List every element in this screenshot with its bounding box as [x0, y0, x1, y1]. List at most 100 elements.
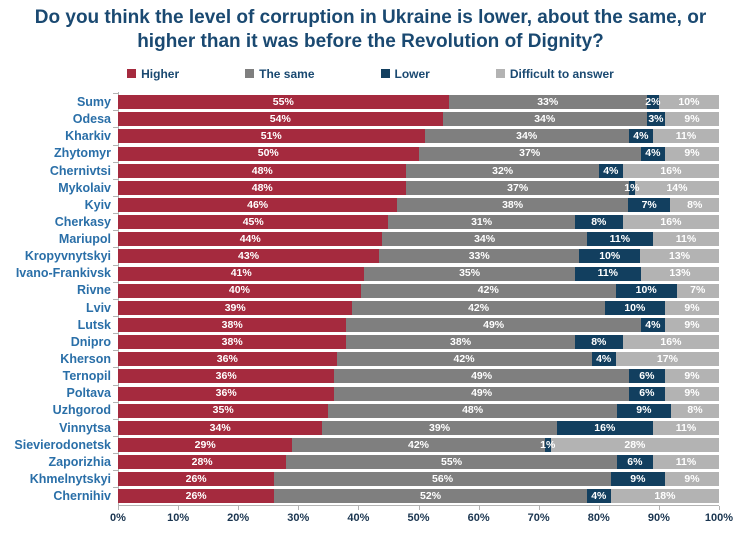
y-axis-line — [118, 91, 119, 505]
segment-value-label: 9% — [636, 404, 652, 417]
segment-value-label: 9% — [684, 473, 700, 486]
segment-value-label: 50% — [257, 147, 279, 160]
segment-value-label: 11% — [675, 130, 697, 143]
bar-segment: 9% — [664, 472, 720, 487]
bar-segment: 33% — [448, 95, 647, 110]
bar-segment: 28% — [118, 455, 287, 470]
bar-row: Chernivtsi 48% 32% 4% 16% — [0, 161, 741, 179]
bar-segment: 11% — [586, 232, 653, 247]
bar-segment: 33% — [379, 249, 580, 264]
tick-label: 10% — [167, 512, 190, 524]
bar-segment: 7% — [676, 283, 719, 298]
bar-segment: 4% — [586, 489, 611, 504]
segment-value-label: 42% — [468, 301, 490, 314]
bar-track: 41% 35% 11% 13% — [113, 264, 719, 281]
segment-value-label: 40% — [228, 284, 250, 297]
bar-segment: 4% — [628, 129, 653, 144]
bar-segment: 42% — [360, 283, 616, 298]
tick-label: 100% — [704, 512, 734, 524]
bar-segment: 52% — [274, 489, 587, 504]
bar-row: Kherson 36% 42% 4% 17% — [0, 350, 741, 368]
segment-value-label: 3% — [648, 113, 664, 126]
segment-value-label: 9% — [684, 301, 700, 314]
segment-value-label: 42% — [453, 353, 475, 366]
tick-mark — [178, 506, 180, 510]
bar-segment: 49% — [334, 386, 629, 401]
category-label: Rivne — [76, 283, 111, 298]
bar-segment: 32% — [406, 163, 599, 178]
bar-segment: 10% — [658, 95, 719, 110]
segment-value-label: 36% — [215, 387, 237, 400]
segment-value-label: 39% — [224, 301, 246, 314]
category-label: Odesa — [72, 112, 111, 127]
category-label: Uzhgorod — [52, 403, 111, 418]
bar-segment: 35% — [364, 266, 575, 281]
tick-mark — [658, 506, 660, 510]
bar-segment: 13% — [640, 249, 719, 264]
tick-mark — [298, 506, 300, 510]
bar-track: 48% 32% 4% 16% — [113, 161, 719, 178]
bar-segment: 11% — [652, 420, 719, 435]
legend-item: Lower — [380, 67, 430, 81]
bar-segment: 48% — [328, 403, 617, 418]
segment-value-label: 39% — [429, 421, 451, 434]
segment-value-label: 9% — [684, 113, 700, 126]
bar-segment: 55% — [118, 95, 449, 110]
segment-value-label: 43% — [238, 250, 260, 263]
bar-segment: 48% — [118, 163, 407, 178]
tick-mark — [118, 506, 119, 510]
bar-segment: 9% — [664, 318, 719, 333]
bar-segment: 16% — [556, 420, 653, 435]
bar-row: Kyiv 46% 38% 7% 8% — [0, 196, 741, 213]
bar-track: 35% 48% 9% 8% — [113, 401, 719, 418]
bar-segment: 8% — [670, 198, 719, 213]
legend-label: Difficult to answer — [509, 66, 614, 81]
legend-item: Difficult to answer — [495, 66, 614, 81]
segment-value-label: 48% — [251, 164, 273, 177]
segment-value-label: 18% — [654, 490, 676, 503]
segment-value-label: 34% — [474, 233, 496, 246]
segment-value-label: 33% — [468, 250, 490, 263]
segment-value-label: 29% — [194, 438, 216, 451]
segment-value-label: 16% — [660, 215, 682, 228]
bar-row: Kropyvnytskyi 43% 33% 10% 13% — [0, 247, 741, 265]
segment-value-label: 34% — [534, 113, 556, 126]
segment-value-label: 28% — [624, 438, 646, 451]
segment-value-label: 4% — [591, 490, 607, 503]
legend-label: The same — [259, 66, 315, 81]
segment-value-label: 28% — [191, 455, 213, 468]
category-label: Khmelnytskyi — [29, 472, 111, 487]
tick-mark — [418, 506, 420, 510]
bar-row: Kharkiv 51% 34% 4% 11% — [0, 127, 741, 145]
bar-track: 36% 42% 4% 17% — [113, 350, 719, 367]
segment-value-label: 34% — [209, 421, 231, 434]
segment-value-label: 8% — [687, 198, 703, 211]
segment-value-label: 55% — [272, 95, 294, 108]
bar-segment: 37% — [406, 180, 629, 195]
bar-segment: 16% — [622, 335, 719, 350]
segment-value-label: 11% — [675, 421, 697, 434]
segment-value-label: 11% — [675, 233, 697, 246]
segment-value-label: 13% — [669, 267, 691, 280]
segment-value-label: 38% — [221, 335, 243, 348]
tick-mark — [358, 506, 360, 510]
segment-value-label: 9% — [684, 370, 700, 383]
segment-value-label: 38% — [221, 318, 243, 331]
segment-value-label: 49% — [471, 387, 493, 400]
tick-label: 20% — [227, 512, 250, 524]
tick-label: 70% — [527, 512, 550, 524]
bar-segment: 49% — [346, 318, 641, 333]
bar-row: Lviv 39% 42% 10% 9% — [0, 298, 741, 316]
segment-value-label: 11% — [597, 267, 619, 280]
segment-value-label: 38% — [502, 198, 524, 211]
segment-value-label: 16% — [660, 164, 682, 177]
segment-value-label: 7% — [690, 284, 706, 297]
bar-segment: 44% — [118, 232, 383, 247]
bar-segment: 55% — [286, 455, 617, 470]
bar-row: Zhytomyr 50% 37% 4% 9% — [0, 144, 741, 162]
bar-segment: 31% — [388, 215, 575, 230]
segment-value-label: 4% — [633, 130, 649, 143]
legend: Higher The same Lower Difficult to answer — [0, 66, 741, 82]
segment-value-label: 33% — [537, 95, 559, 108]
bar-segment: 39% — [322, 420, 557, 435]
